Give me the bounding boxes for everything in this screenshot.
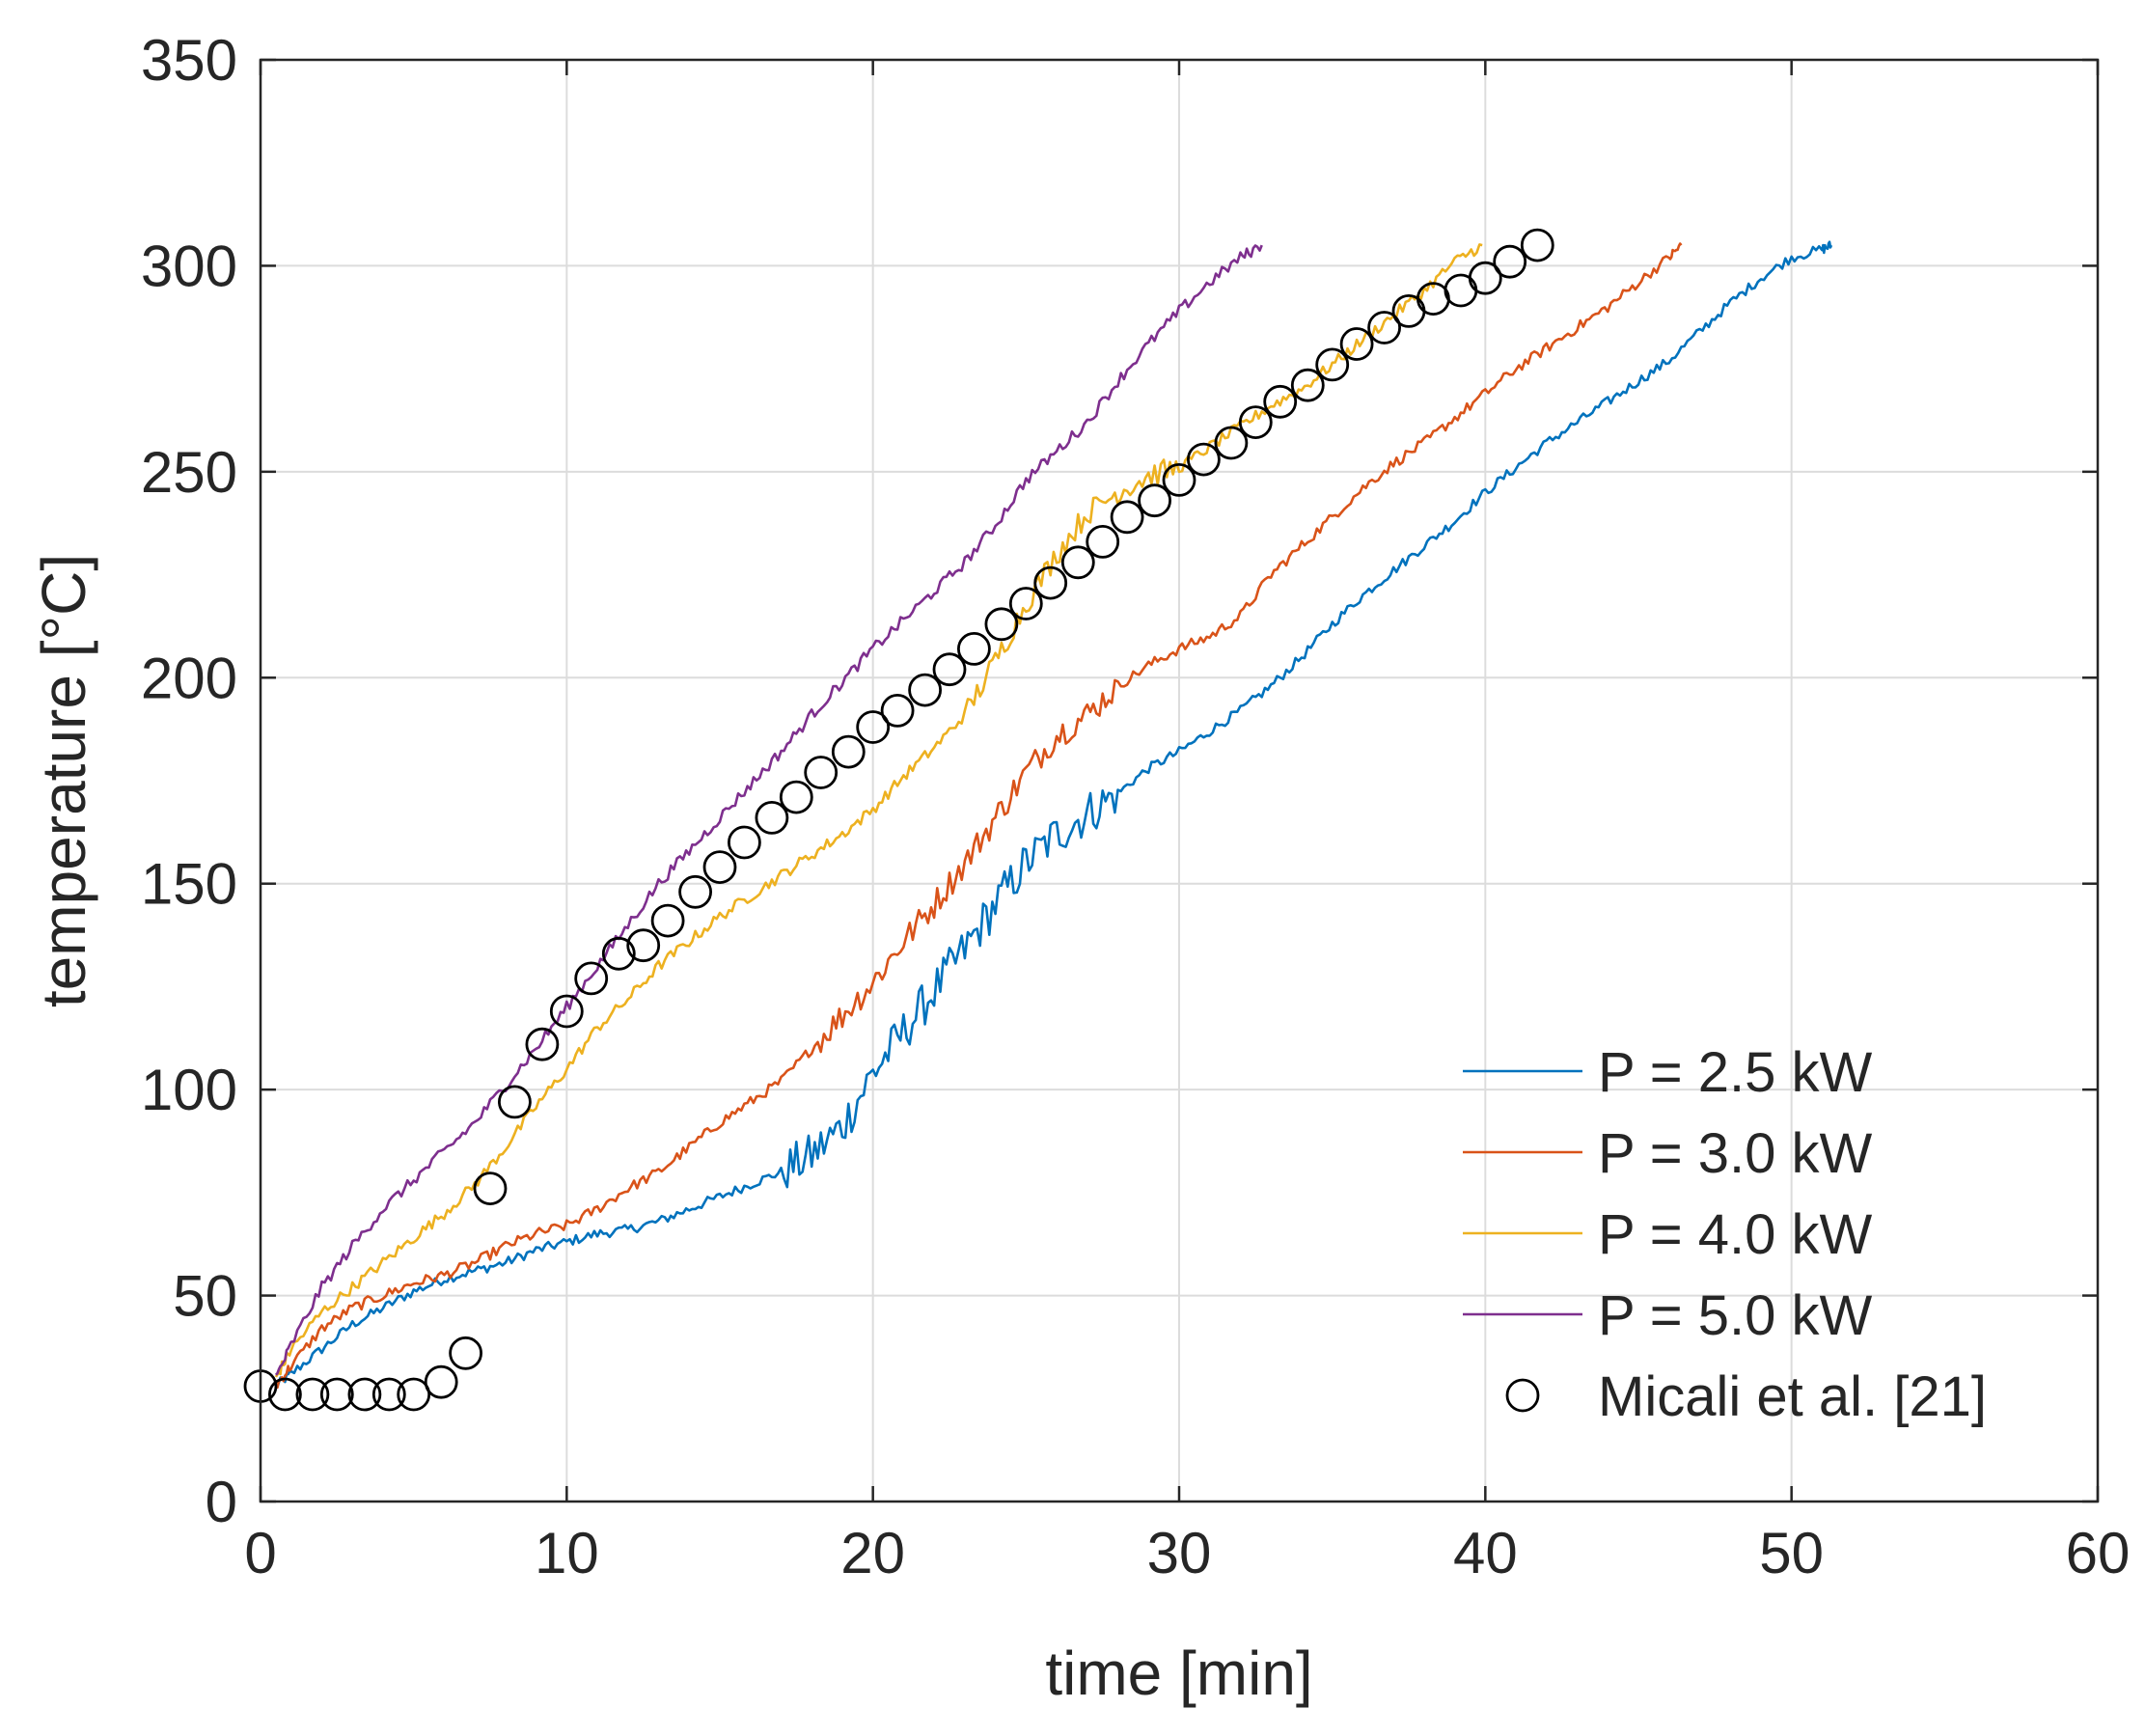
data-point-micali	[804, 756, 839, 789]
data-point-micali	[267, 1377, 302, 1412]
legend-label-5: Micali et al. [21]	[1598, 1365, 1987, 1428]
data-point-micali	[908, 673, 942, 707]
data-point-micali	[295, 1377, 330, 1412]
y-tick-label: 350	[141, 28, 237, 93]
data-point-micali	[1033, 565, 1068, 600]
series-line-3	[274, 243, 1483, 1378]
legend-label-4: P = 5.0 kW	[1598, 1284, 1872, 1347]
x-tick-label: 30	[1147, 1521, 1212, 1585]
data-point-micali	[831, 734, 866, 769]
data-point-micali	[1187, 442, 1221, 477]
data-point-micali	[1339, 327, 1374, 361]
data-point-micali	[1263, 384, 1298, 419]
x-tick-label: 10	[535, 1521, 599, 1585]
data-point-micali	[678, 874, 712, 909]
legend: P = 2.5 kW P = 3.0 kW P = 4.0 kW P = 5.0 kW…	[1463, 1041, 1987, 1428]
x-tick-label: 0	[244, 1521, 276, 1585]
y-tick-label: 250	[141, 440, 237, 505]
data-point-micali	[1060, 545, 1095, 580]
data-point-micali	[397, 1377, 431, 1412]
legend-label-1: P = 2.5 kW	[1598, 1041, 1872, 1104]
data-point-micali	[1468, 261, 1502, 295]
legend-label-2: P = 3.0 kW	[1598, 1122, 1872, 1185]
data-point-micali	[1110, 500, 1144, 535]
data-point-micali	[549, 994, 584, 1029]
data-point-micali	[473, 1171, 508, 1205]
data-point-micali	[574, 961, 609, 996]
data-point-micali	[779, 780, 813, 814]
y-tick-label: 0	[206, 1470, 237, 1534]
x-tick-label: 20	[840, 1521, 905, 1585]
y-tick-label: 300	[141, 234, 237, 298]
data-point-micali	[1214, 426, 1249, 460]
data-point-micali	[1493, 244, 1527, 279]
legend-label-3: P = 4.0 kW	[1598, 1203, 1872, 1266]
grid	[261, 60, 2098, 1502]
data-point-micali	[1008, 587, 1043, 620]
x-axis-label: time [min]	[1045, 1639, 1312, 1708]
y-axis-label: temperature [°C]	[29, 554, 98, 1007]
legend-swatch-markers	[1505, 1378, 1540, 1413]
x-tick-label: 40	[1453, 1521, 1518, 1585]
data-point-micali	[424, 1364, 458, 1399]
y-tick-label: 50	[173, 1264, 237, 1329]
data-point-micali	[856, 710, 891, 744]
data-point-micali	[1086, 525, 1120, 559]
data-point-micali	[702, 850, 737, 884]
data-point-micali	[319, 1377, 354, 1412]
data-point-micali	[371, 1377, 406, 1412]
x-tick-label: 60	[2066, 1521, 2131, 1585]
data-point-micali	[984, 607, 1019, 642]
data-point-micali	[1315, 347, 1350, 382]
data-point-micali	[957, 632, 991, 666]
data-point-micali	[1238, 405, 1273, 440]
y-tick-label: 100	[141, 1058, 237, 1122]
data-point-micali	[650, 903, 685, 938]
data-point-micali	[932, 652, 967, 687]
data-point-micali	[347, 1377, 382, 1412]
data-point-micali	[755, 801, 789, 835]
x-tick-label: 50	[1759, 1521, 1824, 1585]
axis-ticks: 0 10 20 30 40 50 60 0 50 100 150 200 250 300 350	[141, 28, 2130, 1585]
data-point-micali	[728, 825, 761, 860]
series-line-2	[274, 242, 1683, 1390]
data-point-micali	[601, 936, 636, 971]
data-point-micali	[1520, 228, 1554, 262]
data-point-micali	[498, 1085, 532, 1119]
data-point-micali	[1162, 462, 1196, 497]
y-tick-label: 200	[141, 646, 237, 710]
data-point-micali	[626, 928, 661, 963]
data-point-micali	[525, 1027, 560, 1061]
series-line-1	[274, 240, 1833, 1389]
data-point-micali	[1290, 368, 1325, 402]
series-line-4	[274, 244, 1263, 1376]
y-tick-label: 150	[141, 852, 237, 917]
data-point-micali	[1138, 483, 1171, 518]
data-point-micali	[449, 1336, 483, 1370]
plot-series	[243, 228, 1833, 1412]
data-point-micali	[880, 694, 915, 728]
data-point-micali	[1367, 311, 1401, 344]
